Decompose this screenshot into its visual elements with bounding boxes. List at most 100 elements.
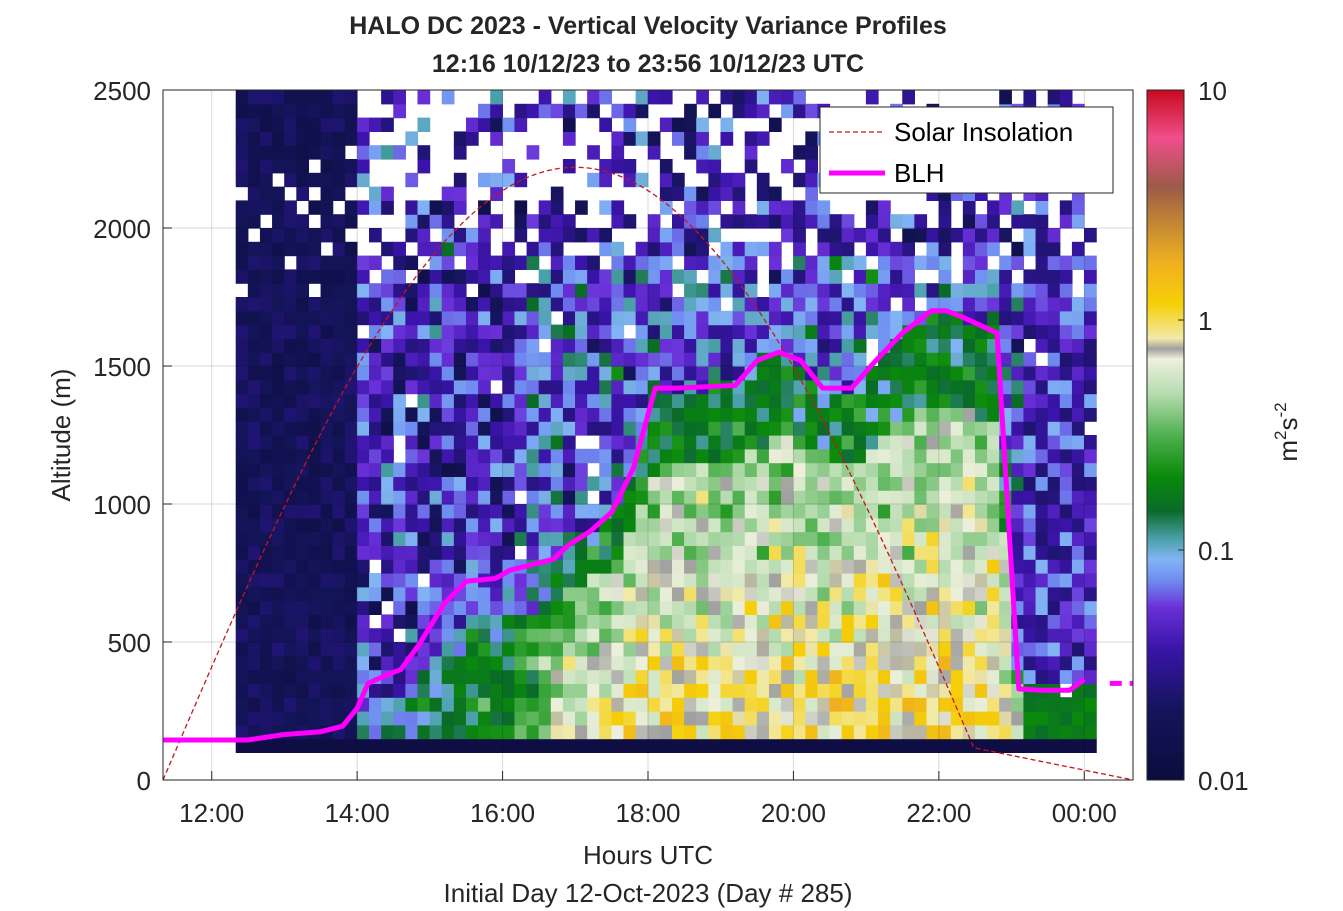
heatmap-cell <box>647 711 661 726</box>
heatmap-cell <box>1084 642 1097 657</box>
heatmap-cell <box>744 145 758 160</box>
heatmap-cell <box>635 255 649 270</box>
heatmap-cell <box>999 655 1012 671</box>
heatmap-cell <box>587 255 600 270</box>
heatmap-cell <box>284 90 297 105</box>
heatmap-cell <box>672 545 685 560</box>
heatmap-cell <box>490 448 503 464</box>
heatmap-cell <box>926 711 940 726</box>
heatmap-cell <box>647 283 661 298</box>
heatmap-cell <box>405 669 419 684</box>
heatmap-cell <box>793 379 806 395</box>
heatmap-cell <box>429 517 443 533</box>
heatmap-cell <box>344 462 358 477</box>
heatmap-cell <box>599 90 612 105</box>
heatmap-cell <box>890 697 903 712</box>
heatmap-cell <box>902 462 915 477</box>
heatmap-cell <box>829 683 843 698</box>
heatmap-cell <box>247 90 261 105</box>
heatmap-cell <box>490 117 503 132</box>
heatmap-cell <box>393 517 406 533</box>
heatmap-cell <box>235 628 249 643</box>
heatmap-cell <box>938 366 952 381</box>
heatmap-cell <box>284 545 297 560</box>
heatmap-cell <box>272 435 285 450</box>
heatmap-cell <box>635 297 649 312</box>
heatmap-cell <box>1011 241 1025 257</box>
heatmap-cell <box>659 614 673 629</box>
heatmap-cell <box>550 559 564 574</box>
heatmap-cell <box>999 669 1012 684</box>
heatmap-cell <box>562 504 576 519</box>
heatmap-cell <box>562 600 576 615</box>
heatmap-cell <box>356 407 370 422</box>
heatmap-cell <box>344 559 358 574</box>
heatmap-cell <box>756 669 770 684</box>
heatmap-cell <box>490 586 503 602</box>
heatmap-cell <box>1023 435 1037 450</box>
heatmap-cell <box>381 90 394 105</box>
heatmap-cell <box>817 338 831 353</box>
heatmap-cell <box>441 269 455 284</box>
heatmap-cell <box>672 241 685 257</box>
heatmap-cell <box>793 297 806 312</box>
heatmap-cell <box>332 531 346 546</box>
heatmap-cell <box>356 504 370 519</box>
heatmap-cell <box>1047 545 1061 560</box>
heatmap-cell <box>465 435 479 450</box>
heatmap-cell <box>429 214 443 229</box>
heatmap-cell <box>962 297 976 312</box>
heatmap-cell <box>950 393 964 408</box>
heatmap-cell <box>441 738 455 753</box>
heatmap-cell <box>684 462 697 477</box>
heatmap-cell <box>502 517 516 533</box>
heatmap-cell <box>259 297 273 312</box>
heatmap-cell <box>696 586 709 602</box>
heatmap-cell <box>429 724 443 740</box>
heatmap-cell <box>599 407 612 422</box>
heatmap-cell <box>744 504 758 519</box>
heatmap-cell <box>405 711 419 726</box>
heatmap-cell <box>587 366 600 381</box>
heatmap-cell <box>684 711 697 726</box>
heatmap-cell <box>296 103 310 119</box>
heatmap-cell <box>938 517 952 533</box>
heatmap-cell <box>405 421 419 436</box>
heatmap-cell <box>817 655 831 671</box>
heatmap-cell <box>1047 269 1061 284</box>
heatmap-cell <box>235 517 249 533</box>
heatmap-cell <box>878 683 891 698</box>
heatmap-cell <box>587 614 600 629</box>
heatmap-cell <box>587 586 600 602</box>
heatmap-cell <box>672 738 685 753</box>
heatmap-cell <box>465 711 479 726</box>
heatmap-cell <box>732 407 746 422</box>
heatmap-cell <box>865 269 879 284</box>
heatmap-cell <box>841 324 855 339</box>
heatmap-cell <box>369 504 382 519</box>
heatmap-cell <box>259 310 273 326</box>
heatmap-cell <box>550 683 564 698</box>
heatmap-cell <box>332 504 346 519</box>
heatmap-cell <box>1059 724 1073 740</box>
heatmap-cell <box>417 586 431 602</box>
heatmap-cell <box>272 310 285 326</box>
heatmap-cell <box>672 421 685 436</box>
heatmap-cell <box>793 448 806 464</box>
heatmap-cell <box>272 407 285 422</box>
heatmap-cell <box>417 379 431 395</box>
heatmap-cell <box>272 393 285 408</box>
heatmap-cell <box>696 642 709 657</box>
heatmap-cell <box>647 214 661 229</box>
heatmap-cell <box>502 697 516 712</box>
x-tick-label: 20:00 <box>761 798 826 828</box>
heatmap-cell <box>744 462 758 477</box>
heatmap-cell <box>914 531 928 546</box>
heatmap-cell <box>805 559 819 574</box>
y-tick-label: 1000 <box>93 490 151 520</box>
heatmap-cell <box>793 393 806 408</box>
heatmap-cell <box>344 545 358 560</box>
heatmap-cell <box>623 600 637 615</box>
heatmap-cell <box>1059 324 1073 339</box>
heatmap-cell <box>356 200 370 215</box>
